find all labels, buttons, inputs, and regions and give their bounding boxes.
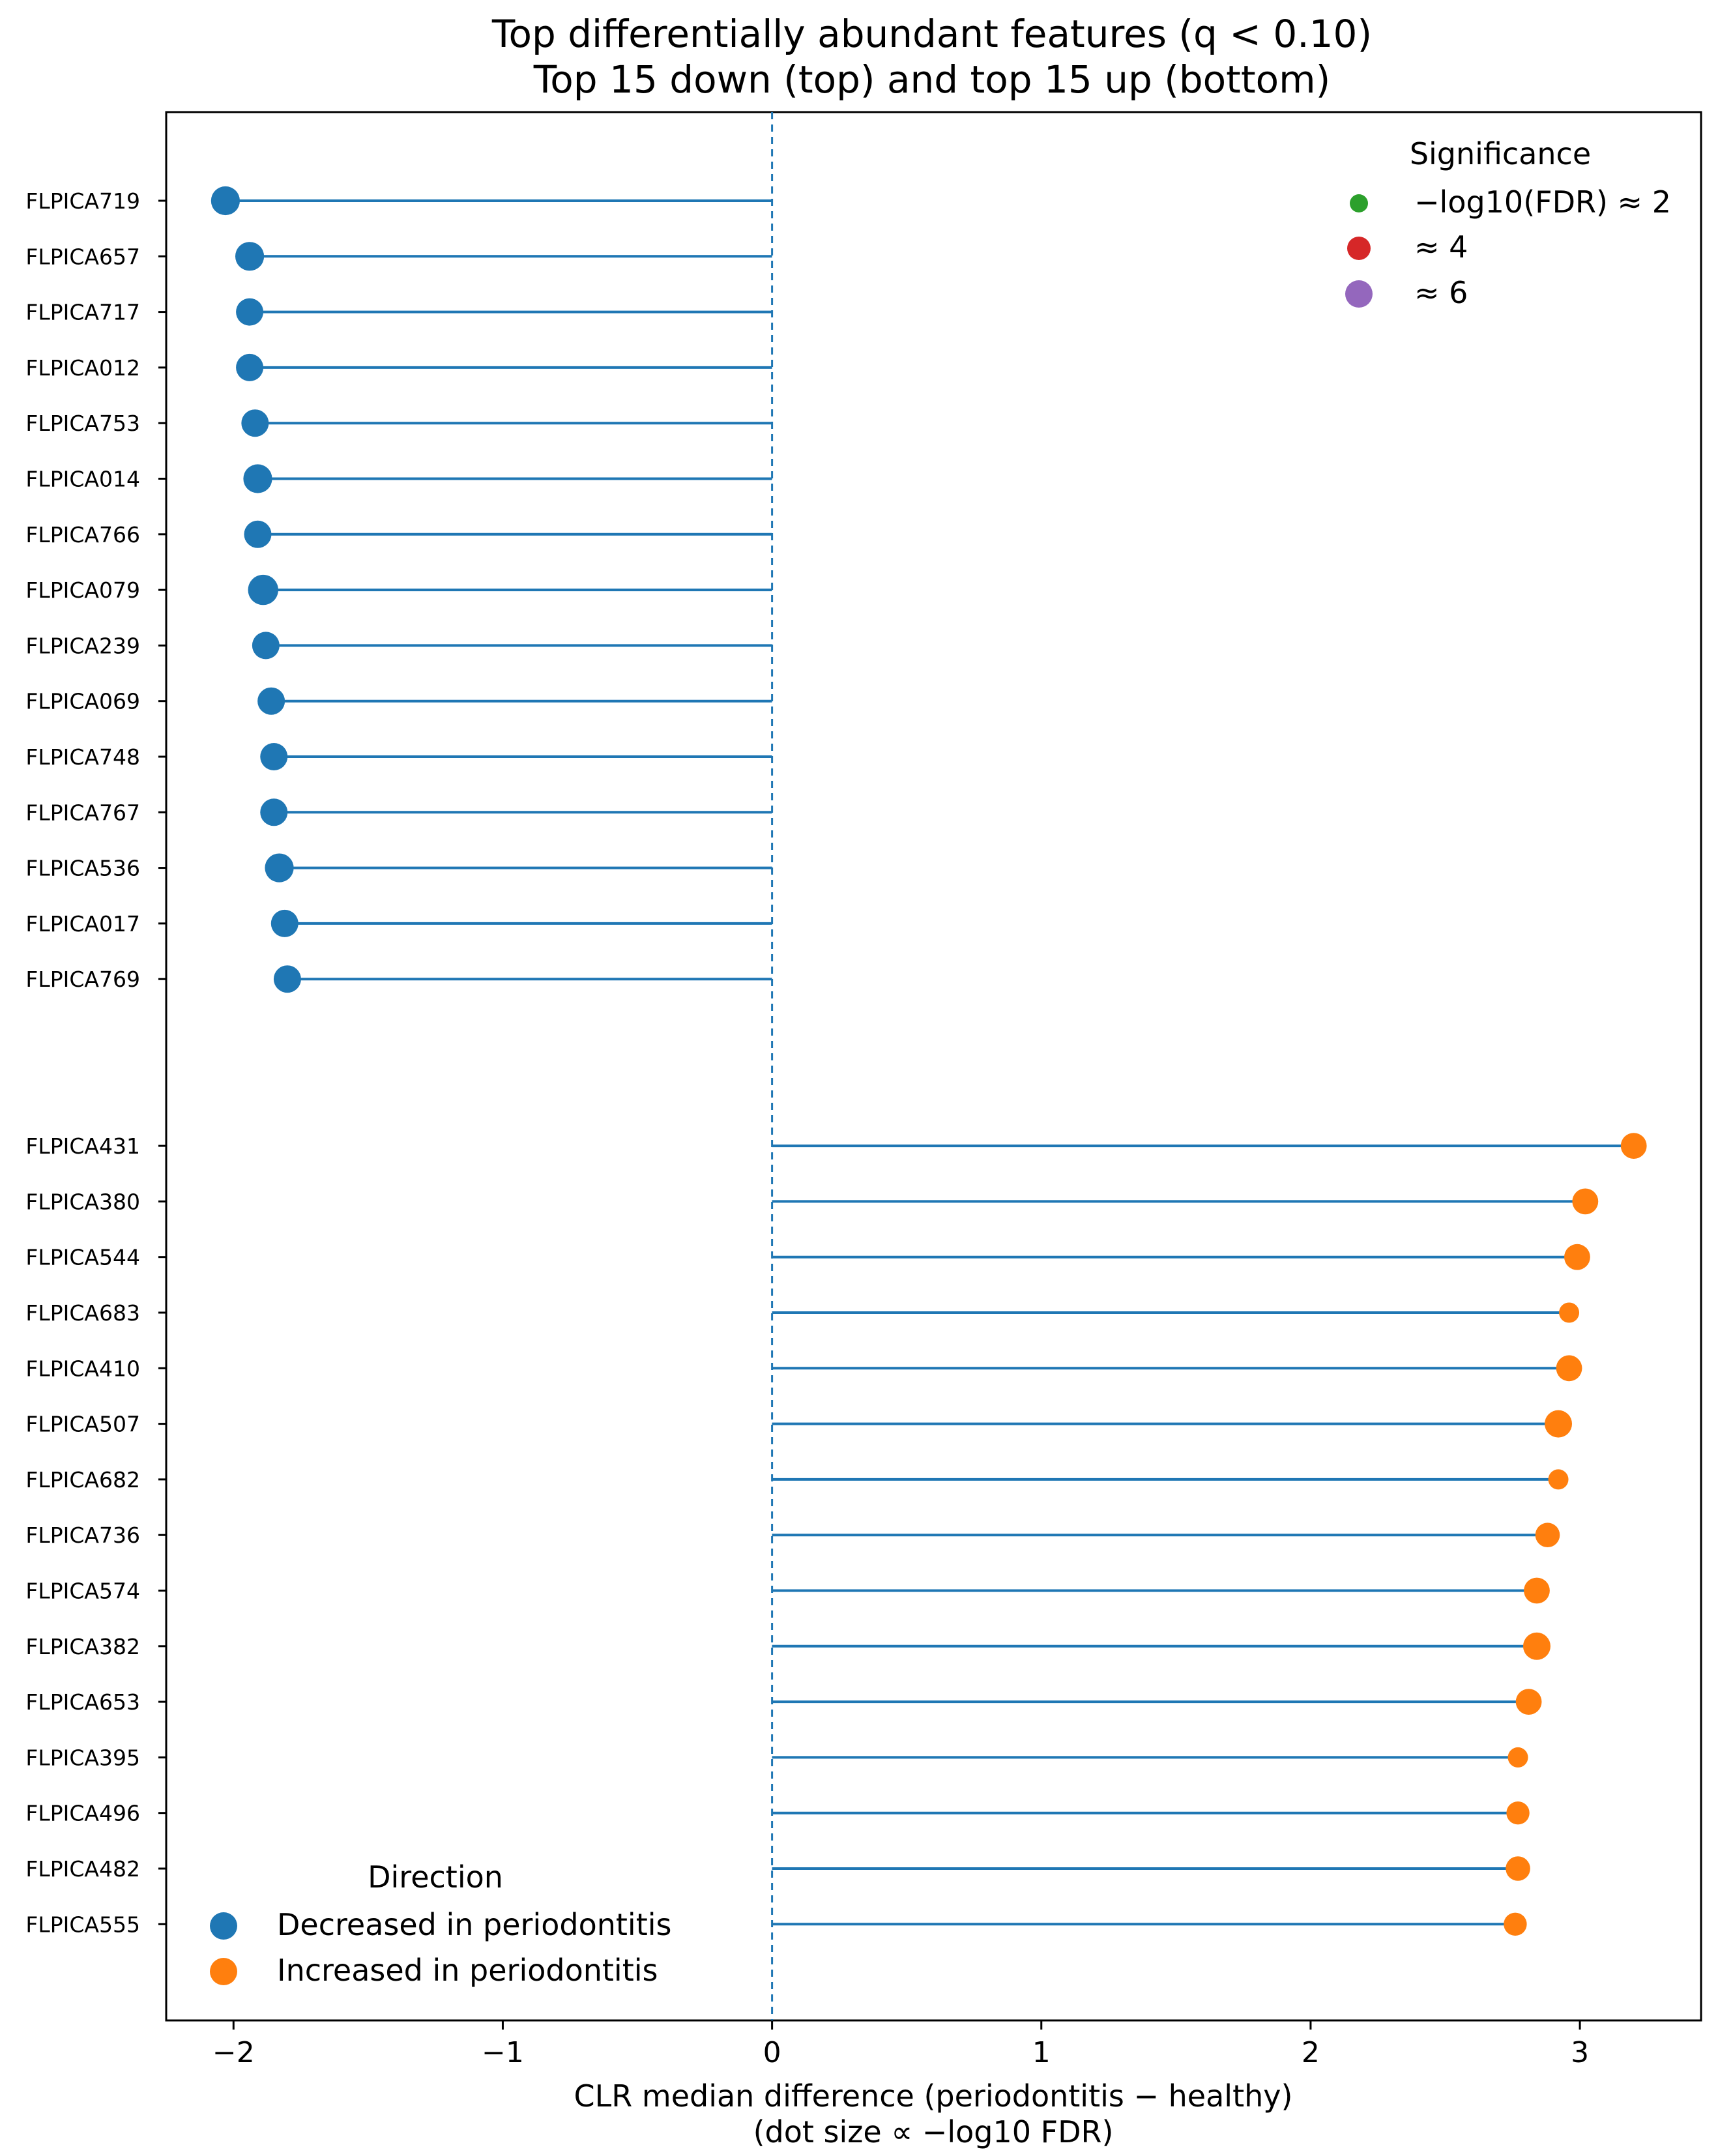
dot-FLPICA507 xyxy=(1545,1410,1573,1438)
ytick-label-FLPICA069: FLPICA069 xyxy=(25,689,140,714)
xtick-label-0: −2 xyxy=(212,2036,255,2069)
ytick-label-FLPICA683: FLPICA683 xyxy=(25,1300,140,1326)
dot-FLPICA380 xyxy=(1572,1188,1599,1215)
x-axis-label-line-2: (dot size ∝ −log10 FDR) xyxy=(753,2114,1114,2149)
xtick-label-1: −1 xyxy=(482,2036,524,2069)
ytick-label-FLPICA719: FLPICA719 xyxy=(25,188,140,214)
dot-FLPICA657 xyxy=(235,242,265,271)
x-axis-label-line-1: CLR median difference (periodontitis − h… xyxy=(574,2078,1293,2114)
significance-legend-label-6: ≈ 6 xyxy=(1414,275,1468,310)
ytick-label-FLPICA239: FLPICA239 xyxy=(25,633,140,658)
direction-legend-label-increased: Increased in periodontitis xyxy=(277,1953,658,1988)
dot-FLPICA496 xyxy=(1506,1801,1530,1825)
dot-FLPICA410 xyxy=(1556,1355,1582,1382)
ytick-label-FLPICA017: FLPICA017 xyxy=(25,911,140,937)
significance-legend-label-4: ≈ 4 xyxy=(1414,229,1468,265)
dot-FLPICA555 xyxy=(1504,1912,1527,1936)
ytick-label-FLPICA382: FLPICA382 xyxy=(25,1634,140,1659)
dot-FLPICA014 xyxy=(243,464,272,493)
dot-FLPICA239 xyxy=(252,632,280,660)
plot-area-frame xyxy=(165,111,1702,2022)
dot-FLPICA717 xyxy=(236,298,264,326)
dot-FLPICA482 xyxy=(1506,1856,1530,1881)
ytick-label-FLPICA431: FLPICA431 xyxy=(25,1133,140,1159)
stems-layer xyxy=(225,199,1634,1926)
significance-legend-marker-6 xyxy=(1345,280,1373,308)
xtick-label-5: 3 xyxy=(1571,2036,1589,2069)
dot-FLPICA748 xyxy=(260,743,288,770)
dot-FLPICA395 xyxy=(1507,1747,1528,1768)
ytick-label-FLPICA769: FLPICA769 xyxy=(25,967,140,992)
ytick-label-FLPICA014: FLPICA014 xyxy=(25,467,140,492)
dot-FLPICA544 xyxy=(1564,1244,1590,1270)
dot-FLPICA767 xyxy=(260,798,288,826)
chart-title-line-2: Top 15 down (top) and top 15 up (bottom) xyxy=(533,57,1331,102)
dot-FLPICA079 xyxy=(248,574,278,605)
xtick-label-4: 2 xyxy=(1302,2036,1320,2069)
x-axis-ticks: −2 −1 0 1 2 3 xyxy=(212,2020,1589,2069)
ytick-label-FLPICA544: FLPICA544 xyxy=(25,1245,140,1270)
dot-FLPICA012 xyxy=(236,353,264,381)
significance-legend-title: Significance xyxy=(1410,136,1591,171)
ytick-label-FLPICA012: FLPICA012 xyxy=(25,355,140,381)
ytick-label-FLPICA653: FLPICA653 xyxy=(25,1689,140,1715)
chart-title-line-1: Top differentially abundant features (q … xyxy=(491,12,1372,56)
ytick-label-FLPICA717: FLPICA717 xyxy=(25,300,140,325)
dot-FLPICA719 xyxy=(211,186,240,216)
ytick-label-FLPICA482: FLPICA482 xyxy=(25,1856,140,1882)
direction-legend: Direction Decreased in periodontitis Inc… xyxy=(210,1859,671,1988)
dot-FLPICA683 xyxy=(1559,1302,1580,1323)
dot-FLPICA431 xyxy=(1620,1133,1647,1159)
dot-FLPICA653 xyxy=(1515,1689,1542,1715)
significance-legend-label-2: −log10(FDR) ≈ 2 xyxy=(1414,184,1671,220)
dot-FLPICA017 xyxy=(270,909,298,937)
ytick-label-FLPICA496: FLPICA496 xyxy=(25,1801,140,1826)
ytick-label-FLPICA766: FLPICA766 xyxy=(25,522,140,547)
ytick-label-FLPICA079: FLPICA079 xyxy=(25,577,140,603)
ytick-label-FLPICA507: FLPICA507 xyxy=(25,1412,140,1437)
ytick-label-FLPICA767: FLPICA767 xyxy=(25,800,140,825)
dots-layer xyxy=(211,186,1647,1936)
dot-FLPICA736 xyxy=(1535,1522,1560,1547)
ytick-label-FLPICA536: FLPICA536 xyxy=(25,856,140,881)
dot-FLPICA682 xyxy=(1548,1469,1569,1490)
xtick-label-2: 0 xyxy=(763,2036,781,2069)
ytick-label-FLPICA753: FLPICA753 xyxy=(25,411,140,436)
direction-legend-label-decreased: Decreased in periodontitis xyxy=(277,1907,671,1942)
dot-FLPICA536 xyxy=(265,853,294,882)
y-axis-ticks: FLPICA719 FLPICA657 FLPICA717 FLPICA012 FLPI… xyxy=(25,188,166,1937)
significance-legend-marker-4 xyxy=(1347,237,1371,260)
direction-legend-marker-decreased xyxy=(210,1912,237,1940)
direction-legend-title: Direction xyxy=(368,1859,503,1895)
significance-legend: Significance −log10(FDR) ≈ 2 ≈ 4 ≈ 6 xyxy=(1345,136,1671,310)
dot-FLPICA766 xyxy=(244,520,272,548)
direction-legend-marker-increased xyxy=(210,1958,237,1985)
ytick-label-FLPICA682: FLPICA682 xyxy=(25,1467,140,1493)
ytick-label-FLPICA555: FLPICA555 xyxy=(25,1912,140,1937)
ytick-label-FLPICA748: FLPICA748 xyxy=(25,744,140,770)
ytick-label-FLPICA657: FLPICA657 xyxy=(25,244,140,269)
ytick-label-FLPICA410: FLPICA410 xyxy=(25,1356,140,1381)
ytick-label-FLPICA574: FLPICA574 xyxy=(25,1579,140,1604)
ytick-label-FLPICA395: FLPICA395 xyxy=(25,1745,140,1770)
dot-FLPICA753 xyxy=(241,409,269,437)
ytick-label-FLPICA736: FLPICA736 xyxy=(25,1522,140,1548)
dot-FLPICA769 xyxy=(273,965,301,993)
dot-FLPICA382 xyxy=(1522,1632,1551,1660)
significance-legend-marker-2 xyxy=(1350,194,1368,212)
dot-FLPICA069 xyxy=(257,687,285,715)
dot-FLPICA574 xyxy=(1524,1577,1550,1604)
xtick-label-3: 1 xyxy=(1032,2036,1051,2069)
ytick-label-FLPICA380: FLPICA380 xyxy=(25,1189,140,1214)
